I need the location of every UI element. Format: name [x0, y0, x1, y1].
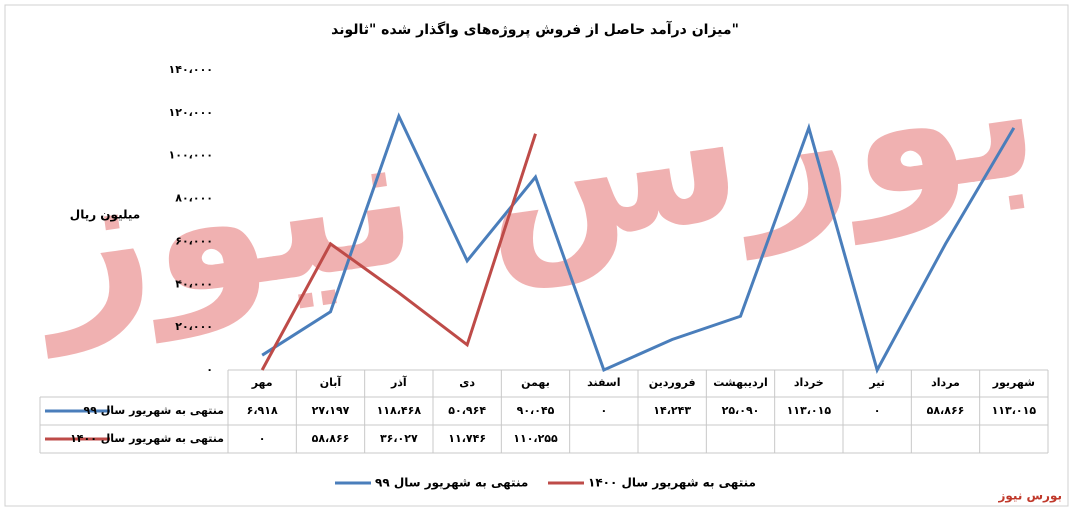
table-value: ۲۷،۱۹۷	[312, 404, 350, 417]
table-value: ۳۶،۰۲۷	[380, 432, 418, 445]
x-tick-label: اردیبهشت	[713, 376, 767, 389]
x-tick-label: اسفند	[587, 376, 620, 389]
table-value: ۱۱۸،۴۶۸	[377, 404, 422, 417]
table-value: ۱۱۳،۰۱۵	[992, 404, 1037, 417]
table-value: ۵۰،۹۶۴	[448, 404, 486, 417]
y-tick-label: ۶۰،۰۰۰	[175, 234, 213, 247]
chart-title: میزان درآمد حاصل از فروش پروژه‌های واگذا…	[331, 20, 739, 38]
y-tick-label: ۲۰،۰۰۰	[175, 320, 213, 333]
data-line	[261, 112, 1016, 374]
x-tick-label: تیر	[868, 376, 884, 389]
table-value: ۶،۹۱۸	[247, 404, 278, 417]
x-tick-label: خرداد	[794, 376, 824, 389]
table-value: ۱۱۳،۰۱۵	[787, 404, 832, 417]
table-value: ۱۱۰،۲۵۵	[513, 432, 558, 445]
table-value: ۹۰،۰۴۵	[517, 404, 555, 417]
y-axis-label: میلیون ریال	[70, 208, 140, 223]
y-tick-label: ۴۰،۰۰۰	[175, 277, 213, 290]
x-tick-label: بهمن	[521, 376, 550, 389]
legend-label: منتهی به شهریور سال ۱۴۰۰	[588, 476, 756, 491]
row-header: منتهی به شهریور سال ۱۴۰۰	[70, 432, 224, 445]
data-line	[260, 133, 537, 371]
table-value: ۱۴،۲۴۳	[653, 404, 691, 417]
table-value: ۵۸،۸۶۶	[312, 432, 350, 445]
table-value: ۲۵،۰۹۰	[722, 404, 760, 417]
y-tick-label: ۱۰۰،۰۰۰	[169, 149, 213, 162]
y-tick-label: ۰	[206, 363, 213, 376]
y-tick-label: ۱۴۰،۰۰۰	[169, 63, 213, 76]
x-tick-label: دی	[459, 376, 475, 389]
table-value: ۵۸،۸۶۶	[927, 404, 965, 417]
x-tick-label: آذر	[390, 375, 407, 389]
x-tick-label: آبان	[320, 375, 342, 389]
table-value: ۰	[600, 404, 607, 417]
source: بورس نیوز	[997, 489, 1062, 504]
legend-label: منتهی به شهریور سال ۹۹	[375, 476, 528, 491]
x-tick-label: مرداد	[931, 376, 960, 389]
row-header: منتهی به شهریور سال ۹۹	[83, 404, 224, 417]
table-value: ۱۱،۷۴۶	[448, 432, 486, 445]
x-tick-label: فروردین	[649, 376, 696, 389]
x-tick-label: مهر	[251, 376, 273, 389]
table-value: ۰	[874, 404, 881, 417]
chart-frame	[4, 4, 1069, 507]
y-tick-label: ۱۲۰،۰۰۰	[169, 106, 213, 119]
y-tick-label: ۸۰،۰۰۰	[175, 192, 213, 205]
x-tick-label: شهریور	[992, 376, 1035, 389]
table-value: ۰	[259, 432, 266, 445]
